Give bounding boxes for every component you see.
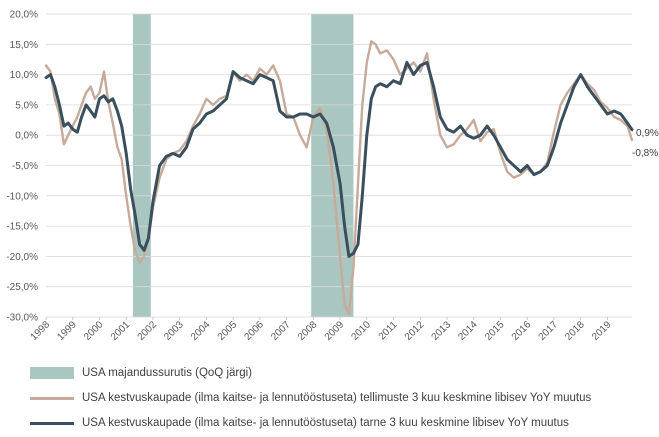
x-tick-label: 2009 <box>323 319 347 343</box>
x-tick-label: 2002 <box>136 319 160 343</box>
legend-label-recession: USA majandussurutis (QoQ järgi) <box>82 367 253 379</box>
deliveries-series-line <box>44 61 634 258</box>
x-tick-label: 2011 <box>377 319 400 342</box>
x-tick-label: 2018 <box>563 319 587 343</box>
x-tick-label: 2013 <box>430 319 454 343</box>
y-axis-tick-labels: 20,0% 15,0% 10,0% 5,0% 0,0% -5,0% -10,0% -15,0%… <box>6 10 38 324</box>
end-label-orders: -0,8% <box>632 148 658 159</box>
x-axis-tick-labels: 1998 1999 2000 2001 2002 2003 2004 2005 2006 2007… <box>29 317 614 343</box>
y-tick-label: -25,0% <box>6 282 38 293</box>
series-lines <box>44 40 634 316</box>
legend: USA majandussurutis (QoQ järgi) USA kest… <box>30 362 650 437</box>
legend-swatch-orders <box>30 396 74 400</box>
x-tick-label: 2001 <box>109 319 133 343</box>
x-tick-label: 2012 <box>403 319 427 343</box>
x-tick-label: 1999 <box>55 319 79 343</box>
x-tick-label: 2003 <box>162 319 186 343</box>
x-tick-label: 2004 <box>189 319 213 343</box>
legend-item-orders: USA kestvuskaupade (ilma kaitse- ja lenn… <box>30 387 650 409</box>
legend-label-deliveries: USA kestvuskaupade (ilma kaitse- ja lenn… <box>82 417 569 429</box>
y-tick-label: -10,0% <box>6 191 38 202</box>
legend-swatch-deliveries <box>30 421 74 425</box>
x-tick-label: 2007 <box>269 319 293 343</box>
legend-item-deliveries: USA kestvuskaupade (ilma kaitse- ja lenn… <box>30 412 650 434</box>
x-tick-label: 2000 <box>82 319 106 343</box>
y-tick-label: 20,0% <box>10 10 38 21</box>
x-tick-label: 2014 <box>456 319 480 343</box>
y-tick-label: 10,0% <box>10 70 38 81</box>
x-tick-label: 2016 <box>510 319 534 343</box>
x-tick-label: 2005 <box>216 319 240 343</box>
x-tick-label: 2019 <box>590 319 614 343</box>
legend-label-orders: USA kestvuskaupade (ilma kaitse- ja lenn… <box>82 392 592 404</box>
x-tick-label: 2010 <box>349 319 373 343</box>
chart: 20,0% 15,0% 10,0% 5,0% 0,0% -5,0% -10,0% -15,0%… <box>6 10 659 343</box>
legend-item-recession: USA majandussurutis (QoQ järgi) <box>30 362 650 384</box>
y-tick-label: 5,0% <box>15 100 38 111</box>
x-tick-label: 2017 <box>537 319 561 343</box>
y-tick-label: -20,0% <box>6 252 38 263</box>
y-tick-label: -15,0% <box>6 222 38 233</box>
y-tick-label: -5,0% <box>12 161 38 172</box>
y-tick-label: 15,0% <box>10 40 38 51</box>
x-tick-label: 2015 <box>483 319 507 343</box>
y-tick-label: 0,0% <box>15 131 38 142</box>
y-tick-label: -30,0% <box>6 313 38 324</box>
legend-swatch-recession <box>30 367 74 379</box>
end-label-deliveries: 0,9% <box>636 128 659 139</box>
x-tick-label: 2008 <box>296 319 320 343</box>
x-tick-label: 2006 <box>242 319 266 343</box>
